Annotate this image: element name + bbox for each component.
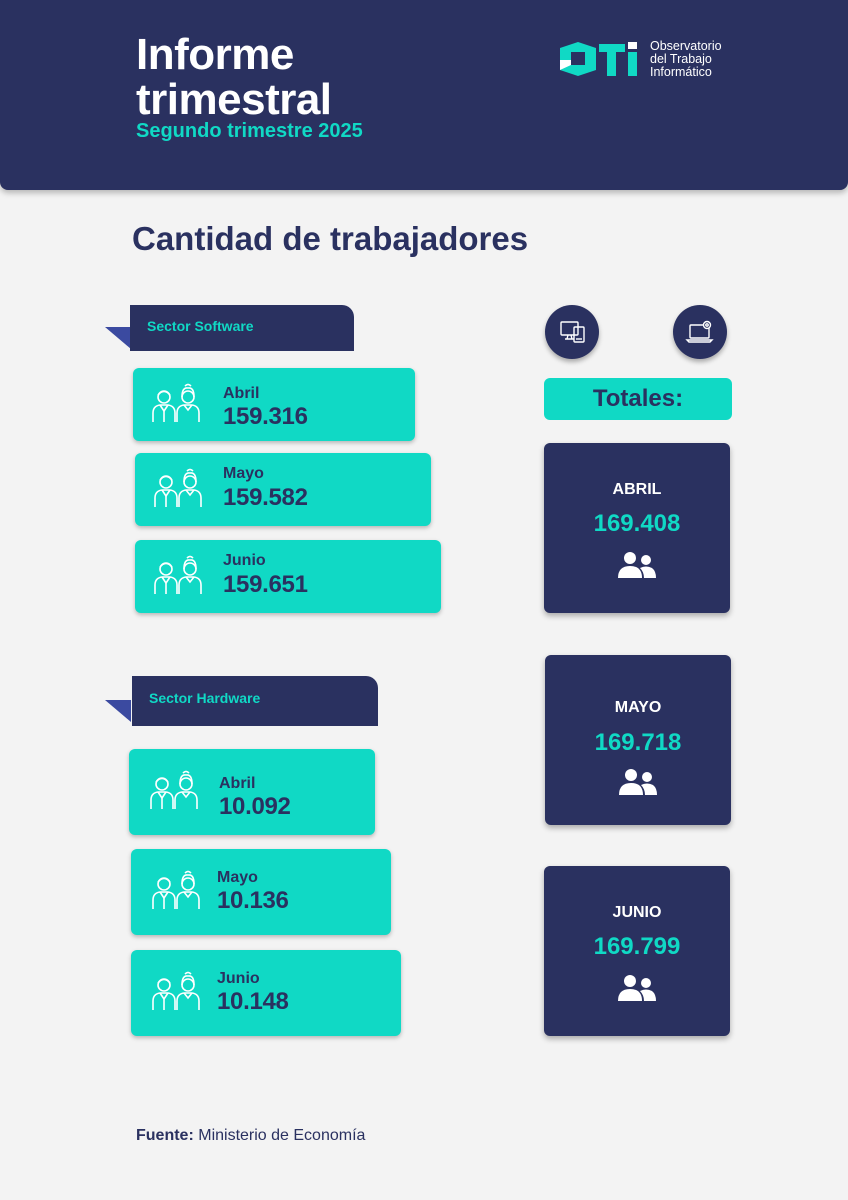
section-title: Cantidad de trabajadores bbox=[132, 220, 529, 257]
header-banner: Informe trimestral Segundo trimestre 202… bbox=[0, 0, 848, 190]
people-icon bbox=[152, 971, 200, 1010]
people-icon bbox=[618, 552, 656, 578]
people-icon bbox=[154, 468, 202, 507]
report-title: Informe trimestral bbox=[136, 30, 332, 124]
card-month: Junio bbox=[217, 970, 260, 987]
total-value: 169.799 bbox=[593, 933, 681, 960]
card-month: Abril bbox=[219, 775, 256, 792]
people-icon bbox=[150, 770, 198, 809]
hardware-sector-tab: Sector Hardware bbox=[132, 676, 378, 726]
source-note: Fuente: Ministerio de Economía bbox=[136, 1127, 365, 1145]
source-label: Fuente: bbox=[136, 1127, 194, 1144]
hardware-card-mayo: Mayo 10.136 bbox=[131, 849, 391, 935]
card-month: Mayo bbox=[223, 465, 264, 482]
software-circle bbox=[545, 305, 599, 359]
card-value: 10.148 bbox=[217, 988, 289, 1015]
software-sector-tab: Sector Software bbox=[130, 305, 354, 351]
total-month: MAYO bbox=[614, 699, 662, 716]
people-icon bbox=[618, 975, 656, 1001]
oti-logo-text: Observatorio del Trabajo Informático bbox=[650, 39, 722, 79]
total-month: ABRIL bbox=[612, 481, 662, 498]
people-icon bbox=[154, 555, 202, 594]
card-value: 159.651 bbox=[223, 571, 308, 598]
total-value: 169.408 bbox=[593, 510, 681, 537]
card-value: 10.092 bbox=[219, 793, 291, 820]
people-icon bbox=[152, 383, 200, 422]
card-month: Mayo bbox=[217, 869, 258, 886]
report-subtitle: Segundo trimestre 2025 bbox=[136, 120, 363, 142]
card-value: 159.316 bbox=[223, 403, 308, 430]
total-box-mayo: MAYO 169.718 bbox=[545, 655, 731, 825]
total-value: 169.718 bbox=[594, 729, 682, 756]
software-card-mayo: Mayo 159.582 bbox=[135, 453, 431, 526]
total-month: JUNIO bbox=[612, 904, 662, 921]
total-box-abril: ABRIL 169.408 bbox=[544, 443, 730, 613]
hardware-circle bbox=[673, 305, 727, 359]
card-month: Junio bbox=[223, 552, 266, 569]
card-value: 159.582 bbox=[223, 484, 308, 511]
hardware-card-junio: Junio 10.148 bbox=[131, 950, 401, 1036]
software-card-abril: Abril 159.316 bbox=[133, 368, 415, 441]
desktop-computer-icon bbox=[560, 321, 585, 343]
software-card-junio: Junio 159.651 bbox=[135, 540, 441, 613]
card-month: Abril bbox=[223, 385, 260, 402]
totals-label: Totales: bbox=[544, 378, 732, 420]
people-icon bbox=[152, 870, 200, 909]
hardware-tab-fold bbox=[105, 700, 131, 722]
laptop-gear-icon bbox=[685, 320, 714, 343]
people-icon bbox=[619, 769, 657, 795]
card-value: 10.136 bbox=[217, 887, 289, 914]
hardware-card-abril: Abril 10.092 bbox=[129, 749, 375, 835]
oti-logo-mark bbox=[560, 42, 637, 76]
source-value: Ministerio de Economía bbox=[198, 1127, 366, 1144]
software-tab-fold bbox=[105, 327, 131, 349]
total-box-junio: JUNIO 169.799 bbox=[544, 866, 730, 1036]
